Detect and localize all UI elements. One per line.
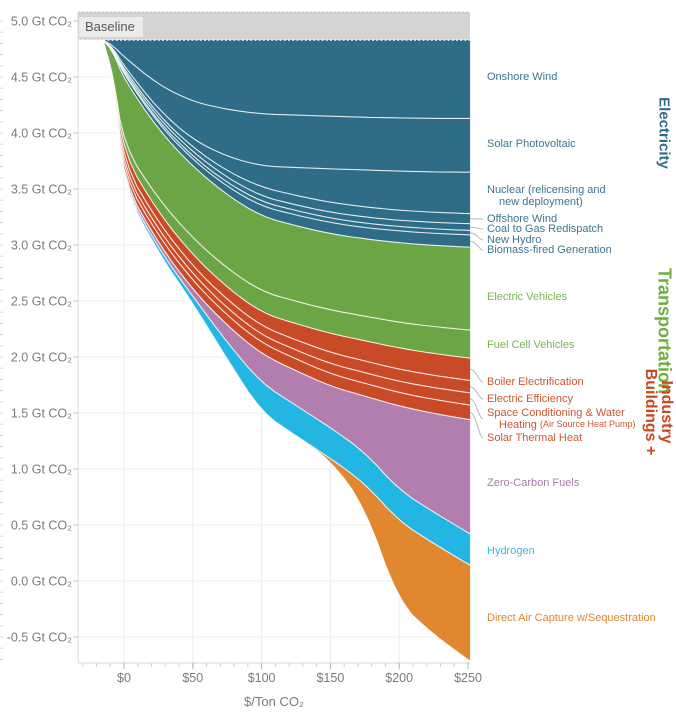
series-label-new-hydro: New Hydro [487, 234, 541, 246]
leader-line-biomass-fired-generation [469, 240, 484, 251]
y-tick-label: 0.5 Gt CO₂ [11, 518, 72, 532]
baseline-label: Baseline [79, 17, 143, 37]
band-nuclear[interactable] [102, 40, 471, 214]
band-separator [102, 39, 471, 173]
band-zero-carbon-fuels[interactable] [102, 40, 471, 534]
band-hydrogen[interactable] [102, 40, 471, 566]
group-label-electricity: Electricity [655, 97, 673, 169]
series-label-onshore-wind: Onshore Wind [487, 71, 557, 83]
band-separator [102, 39, 471, 225]
series-label-boiler-electrification: Boiler Electrification [487, 376, 584, 388]
band-separator [102, 39, 471, 248]
leader-line-solar-thermal-heat [469, 411, 484, 439]
band-separator [102, 39, 471, 406]
baseline-band [78, 12, 470, 41]
leader-line-coal-to-gas-redispatch [469, 226, 484, 230]
leader-line-space-conditioning-water-heating [469, 398, 484, 420]
series-label-biomass-fired-generation: Biomass-fired Generation [487, 244, 612, 256]
band-onshore-wind[interactable] [102, 40, 471, 119]
series-label-zero-carbon-fuels: Zero-Carbon Fuels [487, 477, 580, 489]
y-tick-label: 2.5 Gt CO₂ [11, 294, 72, 308]
series-label-solar-photovoltaic: Solar Photovoltaic [487, 138, 576, 150]
leader-line-electric-efficiency [469, 386, 484, 400]
y-tick-label: 0.0 Gt CO₂ [11, 574, 72, 588]
y-tick-label: 1.0 Gt CO₂ [11, 462, 72, 476]
y-tick-label: 4.0 Gt CO₂ [11, 126, 72, 140]
series-label-space-conditioning-water-heating: Heating (Air Source Heat Pump) [499, 419, 636, 431]
band-separator [102, 39, 471, 215]
x-tick-label: $100 [248, 671, 276, 685]
band-separator [102, 39, 471, 236]
band-separator [102, 39, 471, 566]
series-label-electric-vehicles: Electric Vehicles [487, 291, 568, 303]
leader-line-new-hydro [469, 232, 484, 241]
band-separator [102, 39, 471, 331]
band-separator [102, 39, 471, 382]
y-tick-label: 1.5 Gt CO₂ [11, 406, 72, 420]
band-biomass-fired-generation[interactable] [102, 40, 471, 248]
group-label-industry: Industry [658, 380, 675, 444]
y-tick-label: 3.0 Gt CO₂ [11, 238, 72, 252]
x-tick-label: $0 [117, 671, 131, 685]
series-label-offshore-wind: Offshore Wind [487, 213, 557, 225]
y-tick-label: 4.5 Gt CO₂ [11, 70, 72, 84]
band-separator [102, 39, 471, 394]
series-label-space-conditioning-water-heating: Space Conditioning & Water [487, 407, 625, 419]
x-tick-label: $150 [316, 671, 344, 685]
series-label-electric-efficiency: Electric Efficiency [487, 393, 573, 405]
x-axis-title: $/Ton CO₂ [244, 694, 304, 709]
y-tick-label: 3.5 Gt CO₂ [11, 182, 72, 196]
series-label-fuel-cell-vehicles: Fuel Cell Vehicles [487, 339, 575, 351]
band-separator [102, 39, 471, 359]
band-separator [102, 39, 471, 119]
x-tick-label: $50 [182, 671, 203, 685]
series-label-direct-air-capture: Direct Air Capture w/Sequestration [487, 612, 656, 624]
series-label-coal-to-gas-redispatch: Coal to Gas Redispatch [487, 223, 603, 235]
y-tick-label: 5.0 Gt CO₂ [11, 14, 72, 28]
band-electric-vehicles[interactable] [102, 40, 471, 331]
y-tick-label: 2.0 Gt CO₂ [11, 350, 72, 364]
leader-line-boiler-electrification [469, 368, 484, 383]
series-label-solar-thermal-heat: Solar Thermal Heat [487, 432, 582, 444]
x-tick-label: $250 [454, 671, 482, 685]
x-tick-label: $200 [385, 671, 413, 685]
series-label-nuclear: Nuclear (relicensing and [487, 184, 606, 196]
y-tick-label: -0.5 Gt CO₂ [7, 630, 72, 644]
series-label-hydrogen: Hydrogen [487, 545, 535, 557]
series-label-nuclear: new deployment) [499, 196, 583, 208]
band-direct-air-capture[interactable] [102, 40, 471, 661]
